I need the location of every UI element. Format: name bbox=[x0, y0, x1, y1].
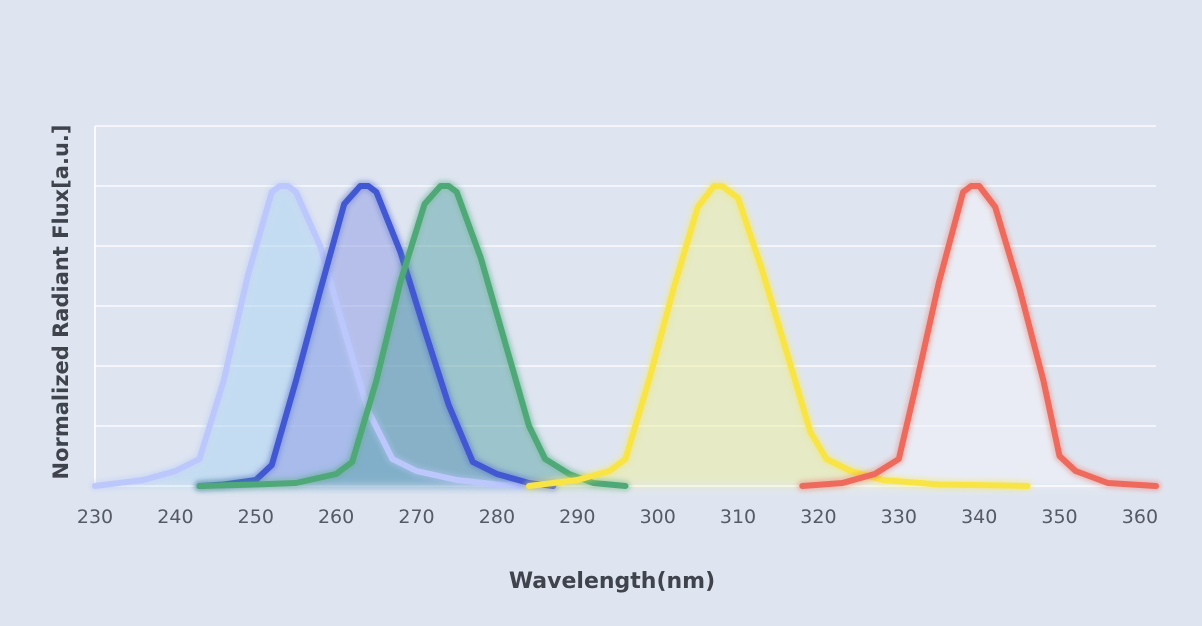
series-4-line bbox=[526, 183, 1031, 489]
x-tick-label-290: 290 bbox=[559, 506, 595, 528]
x-tick-label-230: 230 bbox=[77, 506, 113, 528]
x-tick-label-260: 260 bbox=[318, 506, 354, 528]
x-axis-title: Wavelength(nm) bbox=[509, 569, 715, 594]
x-tick-label-270: 270 bbox=[398, 506, 434, 528]
x-tick-label-250: 250 bbox=[238, 506, 274, 528]
x-tick-label-320: 320 bbox=[800, 506, 836, 528]
series-1-line bbox=[92, 183, 524, 489]
x-tick-labels: 230 240 250 260 270 280 290 300 310 320 330 340 350 3… bbox=[77, 506, 1158, 528]
series-lines bbox=[89, 180, 1162, 492]
y-axis-title: Normalized Radiant Flux[a.u.] bbox=[49, 125, 73, 480]
x-tick-label-240: 240 bbox=[157, 506, 193, 528]
series-5-fill bbox=[802, 186, 1156, 486]
series-5-line bbox=[799, 183, 1159, 489]
x-tick-label-340: 340 bbox=[961, 506, 997, 528]
x-tick-label-300: 300 bbox=[640, 506, 676, 528]
x-tick-label-350: 350 bbox=[1041, 506, 1077, 528]
series-2-line bbox=[196, 183, 557, 489]
x-tick-label-310: 310 bbox=[720, 506, 756, 528]
series-3-line bbox=[196, 183, 629, 489]
x-tick-label-280: 280 bbox=[479, 506, 515, 528]
x-tick-label-360: 360 bbox=[1122, 506, 1158, 528]
x-tick-label-330: 330 bbox=[881, 506, 917, 528]
